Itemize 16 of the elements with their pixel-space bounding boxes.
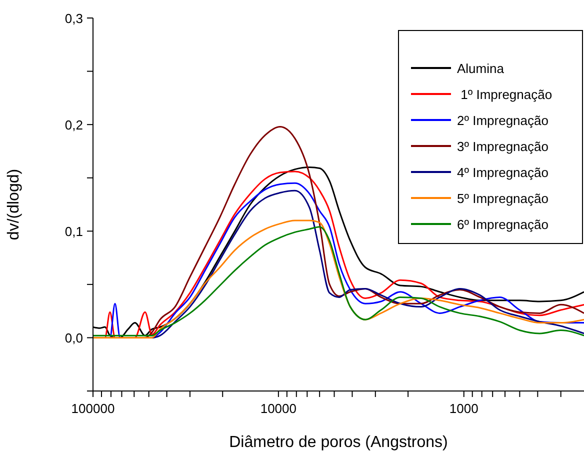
legend-label: Alumina (457, 60, 504, 76)
legend-label: 4º Impregnação (457, 164, 548, 180)
y-tick-label: 0,0 (64, 330, 83, 346)
x-tick-label: 1000 (449, 401, 478, 416)
legend-label: 3º Impregnação (457, 138, 548, 154)
legend-label: 6º Impregnação (457, 216, 548, 232)
legend-label: 1º Impregnação (460, 86, 552, 102)
legend-label: 5º Impregnação (457, 190, 548, 206)
y-tick-label: 0,3 (64, 11, 83, 26)
x-tick-label: 10000 (260, 401, 297, 416)
x-tick-label: 100000 (71, 401, 115, 416)
x-axis-title: Diâmetro de poros (Angstrons) (229, 434, 448, 451)
y-tick-label: 0,1 (64, 224, 83, 240)
legend-label: 2º Impregnação (457, 112, 548, 128)
y-tick-label: 0,2 (64, 118, 83, 133)
y-axis-title: dv/(dlogd) (6, 168, 23, 240)
